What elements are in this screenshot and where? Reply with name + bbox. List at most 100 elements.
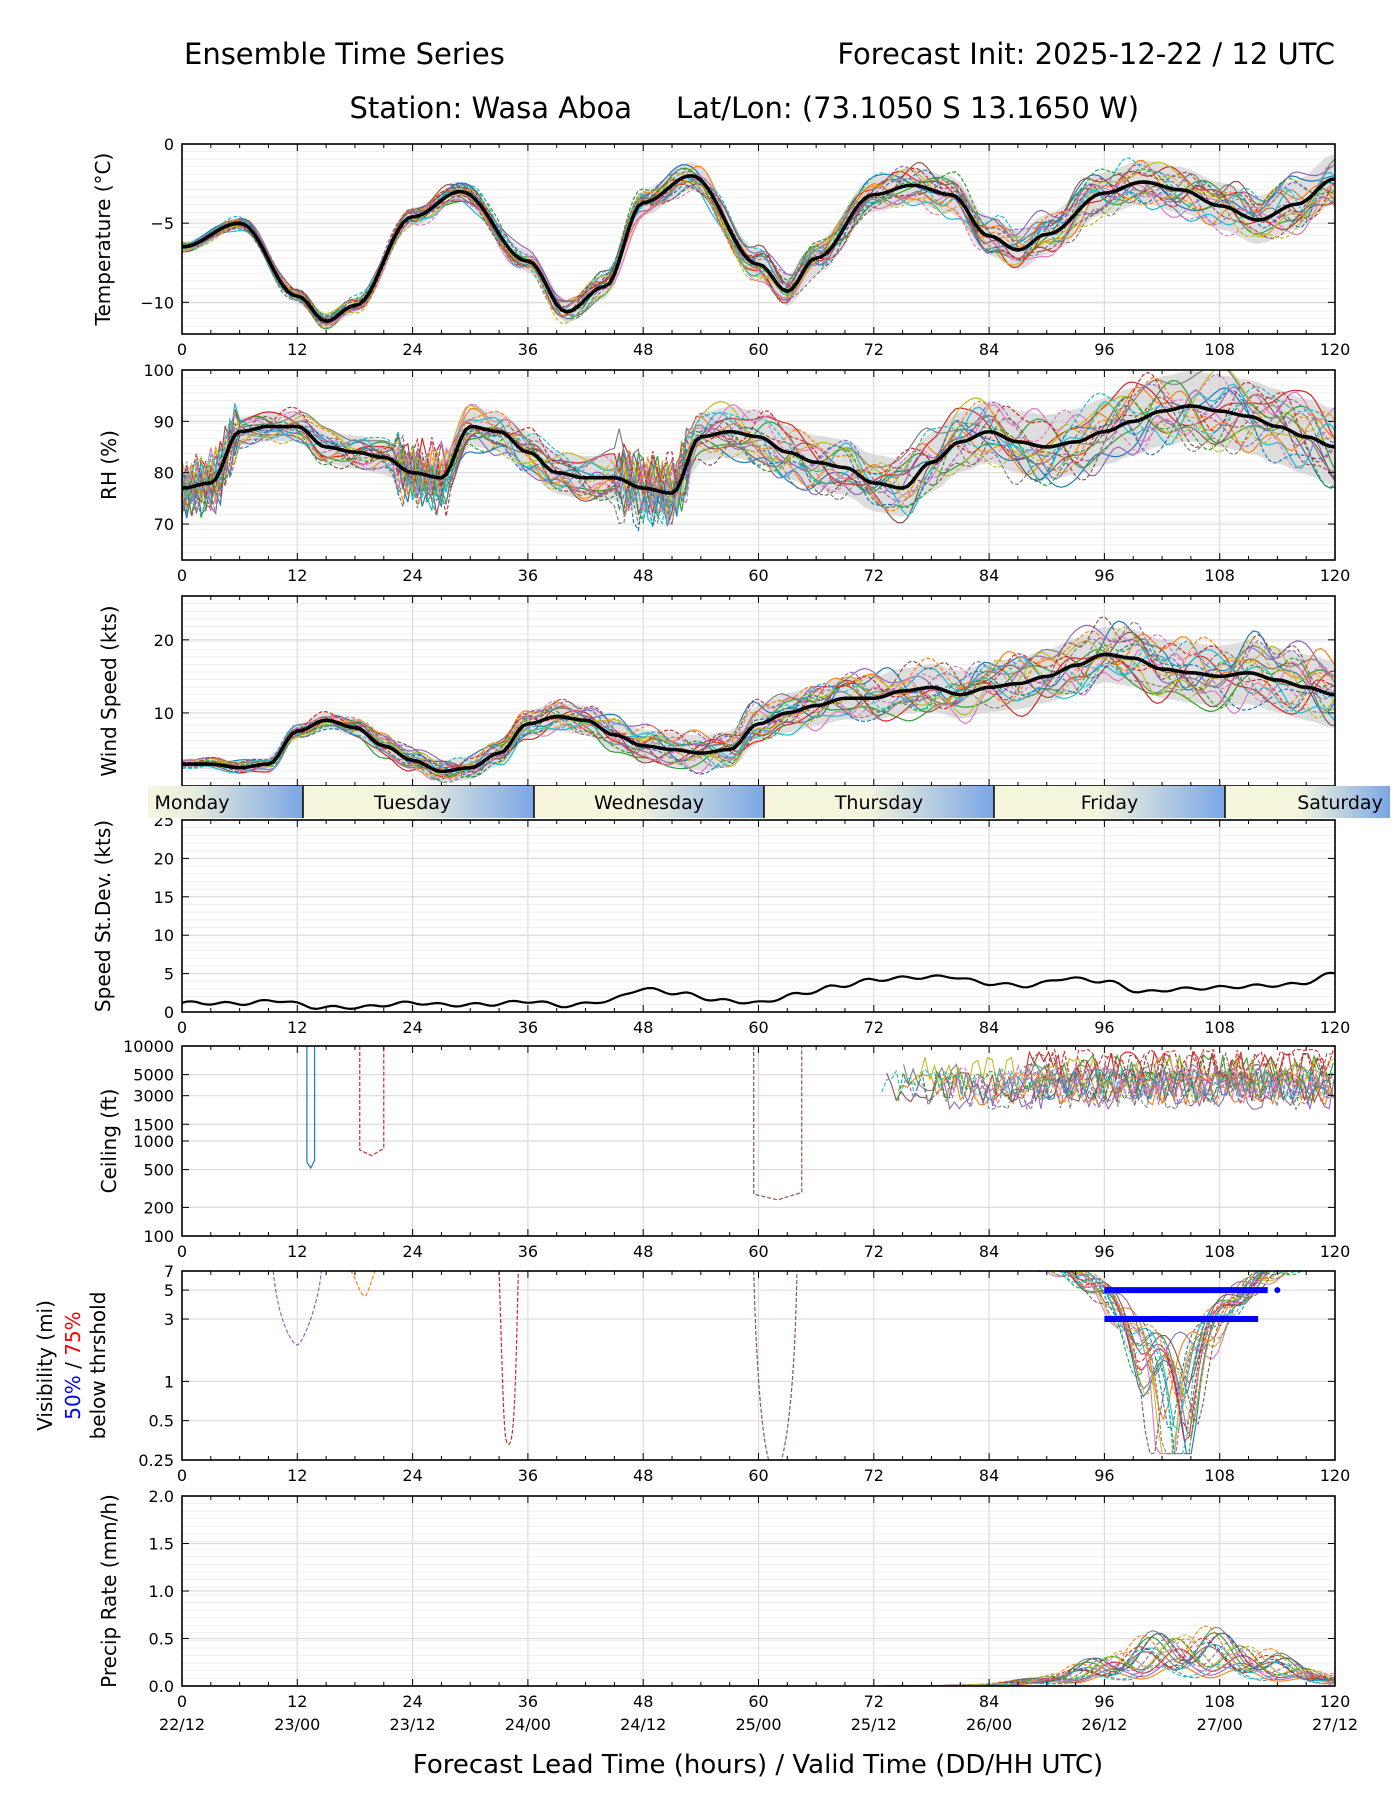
member-line <box>182 1626 1335 1686</box>
x-tick-label: 12 <box>287 1242 307 1261</box>
x-tick-label: 96 <box>1094 1692 1114 1711</box>
ensemble-mean-line <box>182 404 1335 495</box>
day-segment <box>148 786 303 818</box>
member-line <box>919 1055 1334 1089</box>
member-line <box>182 404 1335 525</box>
title-left: Ensemble Time Series <box>184 37 505 71</box>
x-tick-label: 72 <box>864 1018 884 1037</box>
visibility-pct-label: 50% / 75% <box>61 1311 85 1419</box>
x-tick-label: 60 <box>748 340 768 359</box>
member-line <box>272 1271 322 1346</box>
y-tick-label: 3000 <box>133 1087 174 1106</box>
day-label: Friday <box>1081 792 1139 814</box>
x-tick-label: 36 <box>518 340 538 359</box>
x-tick-label: 60 <box>748 1018 768 1037</box>
x-tick-label: 120 <box>1320 1466 1351 1485</box>
x-tick-label: 96 <box>1094 566 1114 585</box>
member-line <box>182 616 1335 773</box>
member-line <box>182 396 1335 519</box>
x-tick-label: 0 <box>177 1692 187 1711</box>
valid-time-label: 26/12 <box>1081 1715 1127 1734</box>
x-axis-footer: 22/12 23/00 23/12 24/00 24/12 25/00 25/12 26/00… <box>159 1715 1358 1734</box>
member-line <box>1060 1271 1288 1431</box>
member-line <box>182 373 1335 527</box>
member-line <box>1071 1271 1264 1384</box>
day-segment <box>1225 786 1390 818</box>
y-axis-label: Temperature (°C) <box>91 153 115 327</box>
x-tick-label: 60 <box>748 1466 768 1485</box>
member-line <box>963 1078 1335 1111</box>
x-tick-label: 36 <box>518 1466 538 1485</box>
y-tick-label: 3 <box>164 1310 174 1329</box>
x-tick-label: 108 <box>1204 566 1235 585</box>
spread-band <box>182 370 1335 517</box>
y-tick-label: 80 <box>154 464 174 483</box>
y-tick-label: 0 <box>164 1003 174 1022</box>
x-tick-label: 60 <box>748 566 768 585</box>
x-tick-label: 24 <box>402 1242 422 1261</box>
x-tick-label: 36 <box>518 1018 538 1037</box>
valid-time-label: 22/12 <box>159 1715 205 1734</box>
member-line <box>1065 1271 1267 1442</box>
x-tick-label: 120 <box>1320 340 1351 359</box>
y-tick-label: −10 <box>140 293 174 312</box>
y-tick-label: 0.0 <box>149 1677 174 1696</box>
member-line <box>753 1271 798 1460</box>
x-tick-label: 12 <box>287 566 307 585</box>
x-tick-label: 84 <box>979 1466 999 1485</box>
panel-wind_speed: 012243648607284961081201020Wind Speed (k… <box>97 595 1350 811</box>
y-axis-label: Visibility (mi) <box>33 1300 57 1431</box>
x-tick-label: 48 <box>633 1692 653 1711</box>
panel-precip_rate: 0 12 24 36 48 60 72 84 96 108 120 0.0 0.5 1.0 1.5 2.0 Pr… <box>97 1487 1350 1711</box>
latlon-label: Lat/Lon: (73.1050 S 13.1650 W) <box>676 91 1139 125</box>
day-label: Monday <box>154 792 229 814</box>
y-axis-label: Precip Rate (mm/h) <box>97 1494 121 1688</box>
member-line <box>1059 1271 1297 1455</box>
member-line <box>182 621 1335 776</box>
valid-time-label: 23/12 <box>390 1715 436 1734</box>
member-line <box>182 642 1335 778</box>
day-segment <box>994 786 1225 818</box>
y-tick-label: 1 <box>164 1372 174 1391</box>
x-tick-label: 84 <box>979 1018 999 1037</box>
valid-time-label: 27/12 <box>1312 1715 1358 1734</box>
x-tick-label: 72 <box>864 1466 884 1485</box>
y-axis-label: Ceiling (ft) <box>97 1089 121 1194</box>
member-line <box>182 1643 1335 1686</box>
spread-band <box>182 626 1335 783</box>
member-line <box>1083 1271 1280 1422</box>
member-line <box>182 370 1335 515</box>
member-line <box>1067 1271 1267 1421</box>
member-line <box>945 1063 1331 1097</box>
y-tick-label: 0.5 <box>149 1630 174 1649</box>
y-tick-label: 20 <box>154 631 174 650</box>
member-line <box>182 1645 1335 1686</box>
y-tick-label: 15 <box>154 888 174 907</box>
x-tick-label: 0 <box>177 1018 187 1037</box>
valid-time-label: 26/00 <box>966 1715 1012 1734</box>
y-tick-label: 1500 <box>133 1115 174 1134</box>
station-label: Station: Wasa Aboa <box>349 91 632 125</box>
valid-time-label: 24/00 <box>505 1715 551 1734</box>
x-tick-label: 0 <box>177 1466 187 1485</box>
member-line <box>182 631 1335 774</box>
x-tick-label: 84 <box>979 1692 999 1711</box>
visibility-threshold-label: below thrshold <box>86 1292 110 1440</box>
x-tick-label: 108 <box>1204 1242 1235 1261</box>
day-band: Monday Tuesday Wednesday Thursday Friday Satu… <box>148 786 1390 818</box>
day-label: Wednesday <box>594 792 704 814</box>
x-tick-label: 96 <box>1094 1466 1114 1485</box>
valid-time-label: 27/00 <box>1197 1715 1243 1734</box>
y-tick-label: 500 <box>143 1161 174 1180</box>
x-tick-label: 84 <box>979 340 999 359</box>
x-tick-label: 72 <box>864 566 884 585</box>
y-tick-label: 200 <box>143 1198 174 1217</box>
member-line <box>182 1648 1335 1686</box>
member-line <box>182 1664 1335 1686</box>
y-tick-label: 70 <box>154 515 174 534</box>
x-tick-label: 120 <box>1320 1692 1351 1711</box>
x-tick-label: 12 <box>287 1466 307 1485</box>
x-tick-label: 72 <box>864 1692 884 1711</box>
y-tick-label: 90 <box>154 412 174 431</box>
x-tick-label: 24 <box>402 1692 422 1711</box>
